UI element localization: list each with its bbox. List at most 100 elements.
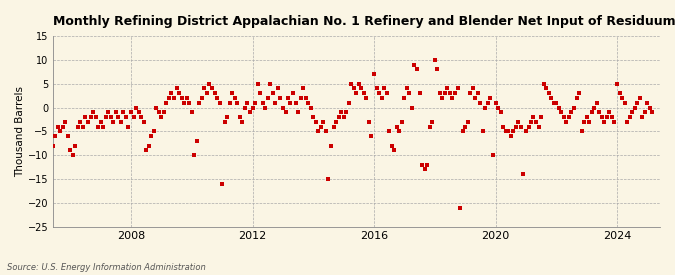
Point bbox=[263, 96, 273, 100]
Point bbox=[543, 91, 554, 95]
Point bbox=[290, 101, 301, 105]
Point bbox=[414, 91, 425, 95]
Point bbox=[224, 101, 235, 105]
Point bbox=[103, 110, 113, 114]
Point bbox=[244, 110, 255, 114]
Point bbox=[232, 101, 242, 105]
Point bbox=[538, 81, 549, 86]
Point bbox=[366, 134, 377, 138]
Point bbox=[528, 115, 539, 119]
Point bbox=[416, 163, 427, 167]
Point bbox=[503, 129, 514, 134]
Point bbox=[450, 91, 460, 95]
Point bbox=[510, 124, 521, 129]
Point bbox=[596, 115, 607, 119]
Point bbox=[584, 120, 595, 124]
Point bbox=[425, 124, 435, 129]
Point bbox=[126, 110, 136, 114]
Point bbox=[57, 124, 68, 129]
Point bbox=[629, 105, 640, 110]
Point bbox=[230, 96, 240, 100]
Point bbox=[105, 115, 116, 119]
Point bbox=[298, 86, 308, 91]
Point bbox=[108, 120, 119, 124]
Point bbox=[381, 91, 392, 95]
Point bbox=[343, 101, 354, 105]
Point bbox=[247, 105, 258, 110]
Point bbox=[50, 134, 61, 138]
Point bbox=[305, 105, 316, 110]
Point bbox=[217, 182, 227, 186]
Point bbox=[148, 129, 159, 134]
Point bbox=[371, 86, 382, 91]
Point bbox=[295, 96, 306, 100]
Point bbox=[171, 86, 182, 91]
Point bbox=[361, 96, 372, 100]
Point bbox=[591, 101, 602, 105]
Point bbox=[475, 101, 485, 105]
Point bbox=[65, 148, 76, 153]
Point bbox=[384, 129, 395, 134]
Point bbox=[153, 110, 164, 114]
Point bbox=[399, 96, 410, 100]
Point bbox=[364, 120, 375, 124]
Point bbox=[444, 91, 455, 95]
Point bbox=[323, 177, 333, 181]
Point bbox=[214, 101, 225, 105]
Point bbox=[571, 96, 582, 100]
Point bbox=[257, 101, 268, 105]
Point bbox=[156, 115, 167, 119]
Point bbox=[500, 129, 511, 134]
Point bbox=[331, 120, 342, 124]
Point bbox=[72, 124, 83, 129]
Point bbox=[647, 110, 657, 114]
Point bbox=[40, 124, 51, 129]
Point bbox=[34, 139, 45, 143]
Point bbox=[333, 115, 344, 119]
Point bbox=[92, 124, 103, 129]
Point bbox=[37, 129, 48, 134]
Point bbox=[273, 86, 284, 91]
Point bbox=[419, 167, 430, 172]
Point bbox=[586, 110, 597, 114]
Point bbox=[62, 134, 73, 138]
Point bbox=[351, 91, 362, 95]
Point bbox=[551, 101, 562, 105]
Point bbox=[506, 134, 516, 138]
Point bbox=[578, 120, 589, 124]
Point bbox=[369, 72, 379, 76]
Point bbox=[176, 96, 187, 100]
Point bbox=[422, 163, 433, 167]
Point bbox=[169, 96, 180, 100]
Point bbox=[136, 115, 146, 119]
Point bbox=[541, 86, 551, 91]
Point bbox=[163, 96, 174, 100]
Point bbox=[80, 115, 91, 119]
Point bbox=[138, 120, 149, 124]
Point bbox=[612, 81, 622, 86]
Point bbox=[60, 120, 71, 124]
Point bbox=[412, 67, 423, 72]
Point bbox=[442, 86, 453, 91]
Point bbox=[513, 120, 524, 124]
Point bbox=[348, 86, 359, 91]
Point bbox=[406, 105, 417, 110]
Point bbox=[645, 105, 655, 110]
Point bbox=[525, 120, 536, 124]
Point bbox=[356, 86, 367, 91]
Point bbox=[143, 144, 154, 148]
Point bbox=[627, 110, 638, 114]
Point bbox=[194, 101, 205, 105]
Point bbox=[328, 124, 339, 129]
Point bbox=[252, 81, 263, 86]
Point bbox=[88, 110, 99, 114]
Point bbox=[123, 124, 134, 129]
Point bbox=[111, 110, 122, 114]
Point bbox=[207, 86, 217, 91]
Point bbox=[82, 120, 93, 124]
Point bbox=[604, 110, 615, 114]
Point bbox=[624, 115, 635, 119]
Point bbox=[485, 96, 496, 100]
Point bbox=[191, 139, 202, 143]
Point bbox=[260, 105, 271, 110]
